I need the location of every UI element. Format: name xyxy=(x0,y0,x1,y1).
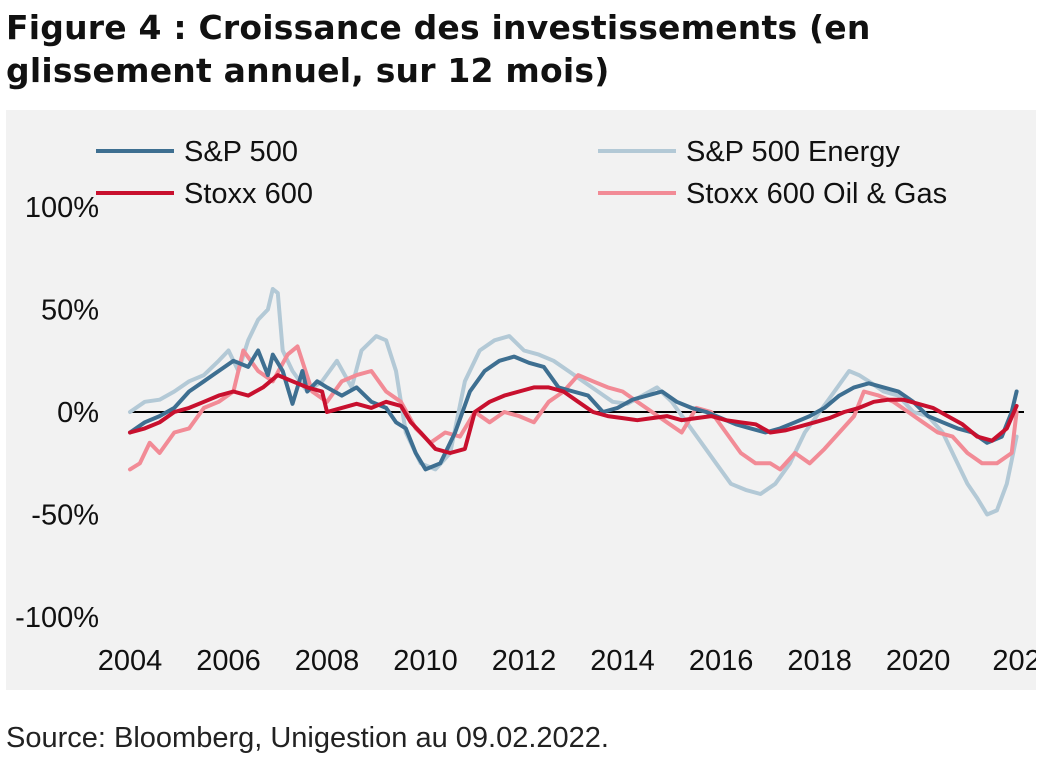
x-tick-label: 2006 xyxy=(196,645,261,677)
x-tick-label: 2008 xyxy=(295,645,360,677)
x-tick-label: 202 xyxy=(992,645,1036,677)
series-line-stoxx600 xyxy=(128,373,1019,455)
legend-label: Stoxx 600 xyxy=(184,178,313,210)
legend: S&P 500 S&P 500 Energy Stoxx 600 Stoxx 600 … xyxy=(96,136,947,210)
legend-label: S&P 500 Energy xyxy=(686,136,900,168)
x-tick-label: 2004 xyxy=(98,645,163,677)
y-axis-ticks: 100% 50% 0% -50% -100% xyxy=(15,192,99,634)
y-tick-label: 50% xyxy=(41,295,99,327)
series-line-sp500 xyxy=(128,348,1019,472)
legend-label: Stoxx 600 Oil & Gas xyxy=(686,178,947,210)
series-line-stoxx600-oil-gas xyxy=(128,344,1019,472)
chart-panel: S&P 500 S&P 500 Energy Stoxx 600 Stoxx 600 … xyxy=(6,110,1036,690)
x-tick-label: 2010 xyxy=(393,645,458,677)
source-note: Source: Bloomberg, Unigestion au 09.02.2… xyxy=(6,722,609,754)
legend-label: S&P 500 xyxy=(184,136,298,168)
x-tick-label: 2018 xyxy=(787,645,852,677)
x-tick-label: 2012 xyxy=(492,645,557,677)
series-lines xyxy=(128,287,1019,517)
y-tick-label: 0% xyxy=(57,397,99,429)
y-tick-label: 100% xyxy=(25,192,99,224)
line-chart: S&P 500 S&P 500 Energy Stoxx 600 Stoxx 600 … xyxy=(15,136,1036,677)
x-axis-ticks: 2004 2006 2008 2010 2012 2014 2016 2018 2020 202 xyxy=(98,645,1036,677)
x-tick-label: 2014 xyxy=(590,645,655,677)
x-tick-label: 2020 xyxy=(886,645,951,677)
x-tick-label: 2016 xyxy=(689,645,754,677)
y-tick-label: -50% xyxy=(31,500,99,532)
figure-title: Figure 4 : Croissance des investissement… xyxy=(6,8,871,90)
y-tick-label: -100% xyxy=(15,602,99,634)
